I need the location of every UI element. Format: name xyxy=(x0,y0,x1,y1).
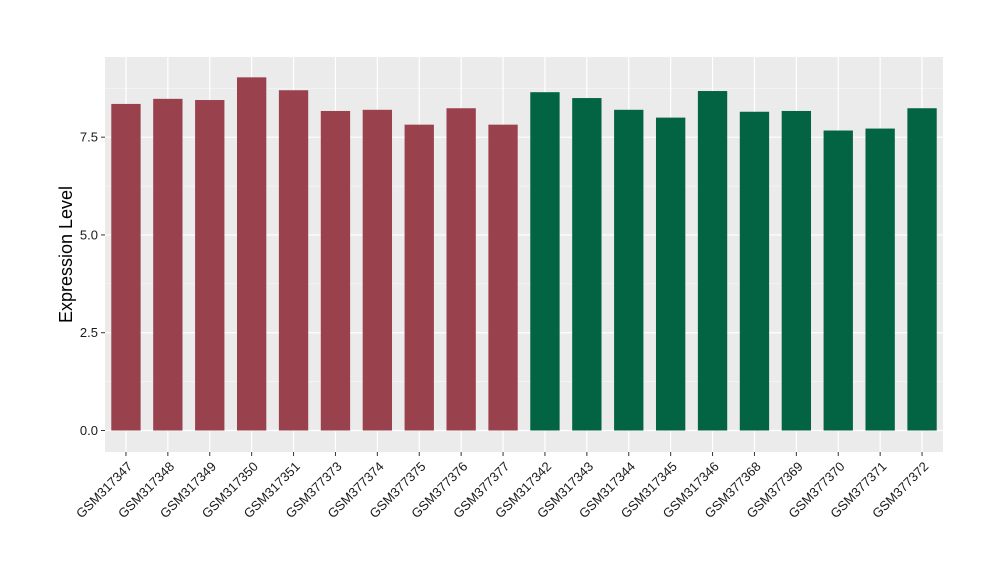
y-tick-label: 2.5 xyxy=(80,325,98,340)
bar-GSM317345 xyxy=(655,117,686,431)
x-axis: GSM317347GSM317348GSM317349GSM317350GSM3… xyxy=(73,452,931,521)
bar-GSM317342 xyxy=(530,92,560,431)
y-axis: 0.0 2.5 5.0 7.5 xyxy=(80,130,105,438)
bar-GSM377377 xyxy=(488,124,518,431)
bars xyxy=(111,77,937,431)
bar-GSM377373 xyxy=(320,110,351,431)
y-tick-label: 7.5 xyxy=(80,130,98,145)
bar-GSM377369 xyxy=(781,110,812,431)
bar-GSM317349 xyxy=(195,100,225,431)
bar-GSM317343 xyxy=(572,98,602,431)
bar-GSM317344 xyxy=(614,109,644,431)
bar-GSM377375 xyxy=(404,124,434,431)
y-tick-label: 5.0 xyxy=(80,227,98,242)
bar-GSM377370 xyxy=(823,130,853,431)
bar-GSM317350 xyxy=(236,77,267,431)
bar-GSM317348 xyxy=(153,98,183,431)
bar-GSM377371 xyxy=(865,128,895,431)
plot-panel xyxy=(105,57,943,452)
y-tick-label: 0.0 xyxy=(80,423,98,438)
bar-GSM377374 xyxy=(362,109,393,431)
bar-GSM317347 xyxy=(111,103,141,431)
bar-GSM377372 xyxy=(907,108,937,431)
bar-GSM317346 xyxy=(697,91,728,431)
bar-GSM377368 xyxy=(739,111,770,431)
bar-GSM317351 xyxy=(278,90,309,431)
bar-GSM377376 xyxy=(446,108,476,431)
y-axis-title: Expression Level xyxy=(56,186,76,323)
